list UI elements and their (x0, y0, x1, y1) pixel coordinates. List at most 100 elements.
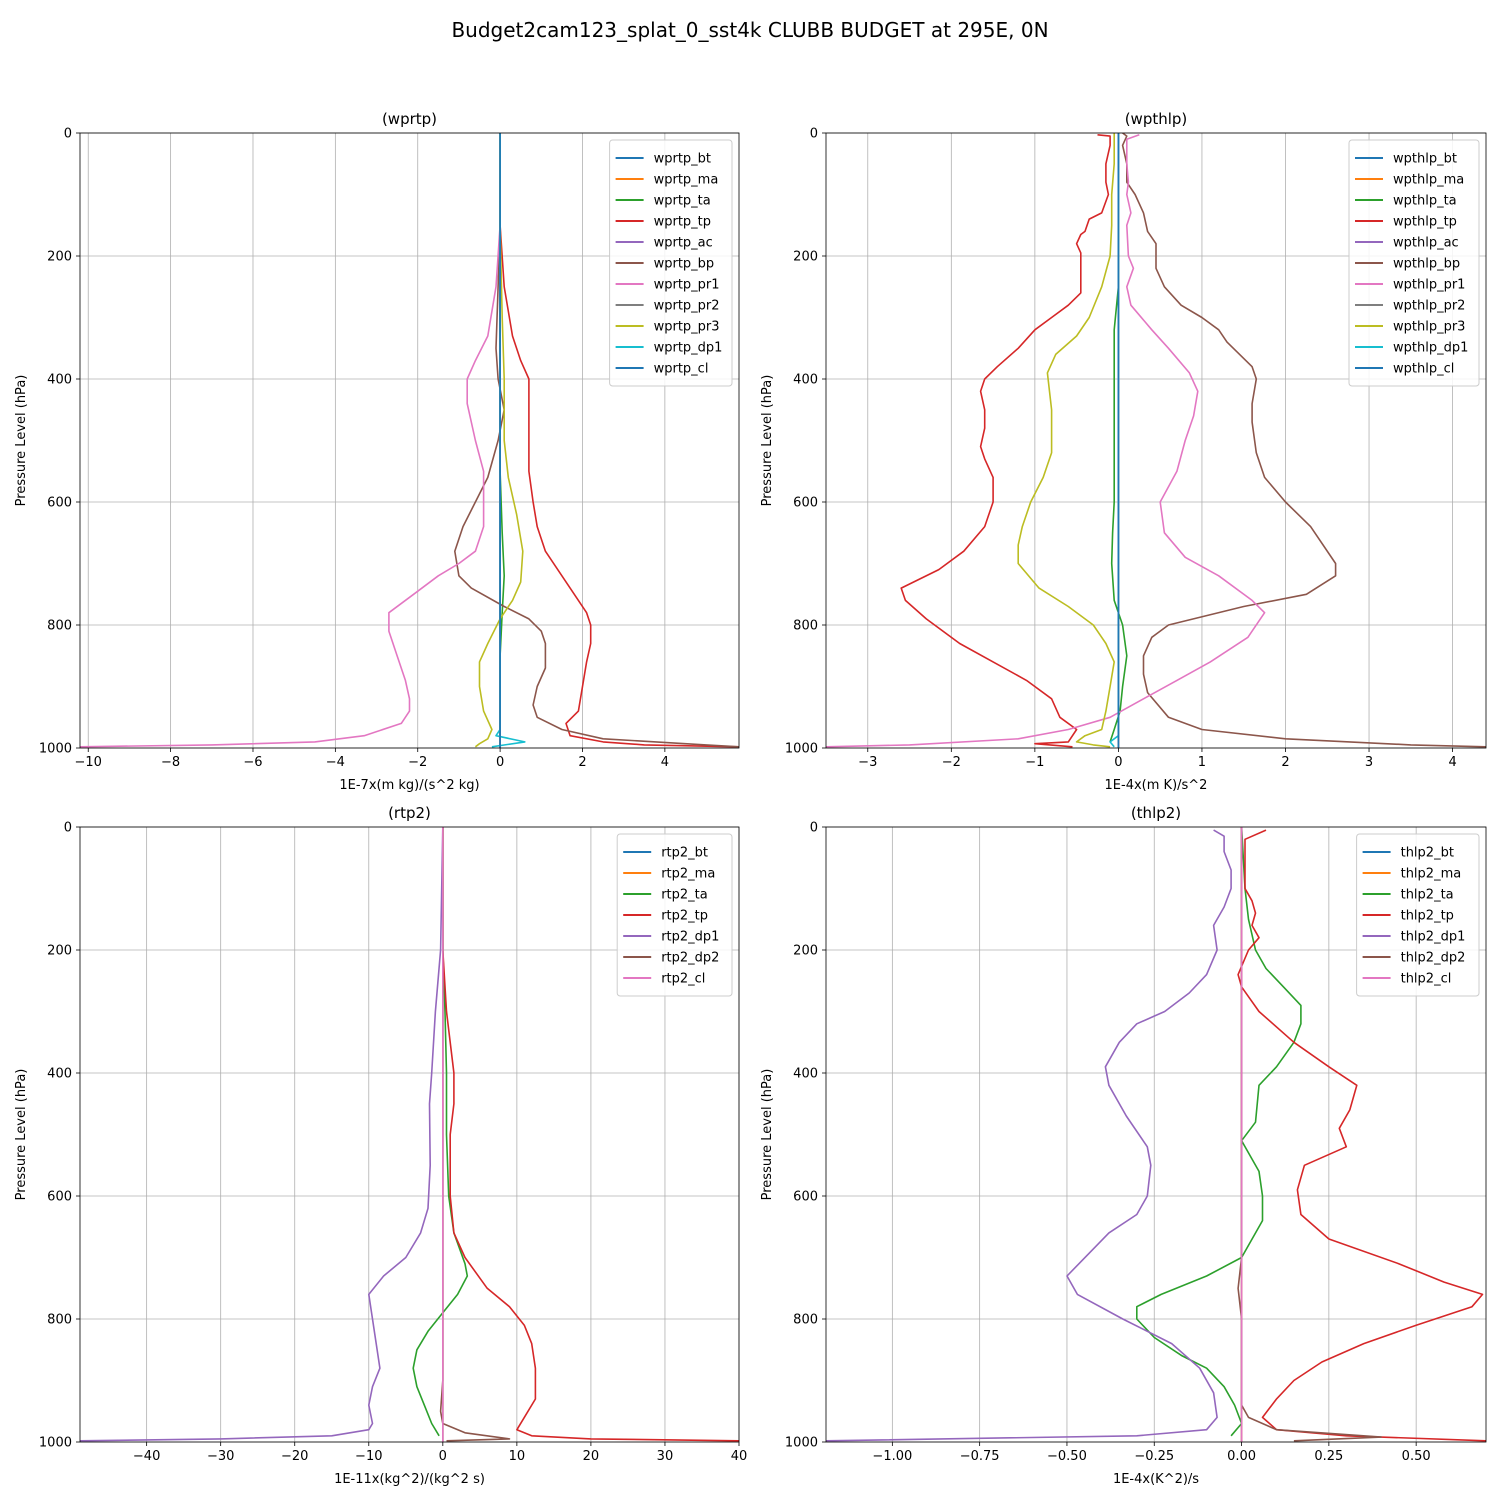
x-axis-label: 1E-7x(m kg)/(s^2 kg) (339, 778, 479, 793)
series-line-wpthlp_pr1 (826, 134, 1266, 748)
panel-title: (wprtp) (382, 110, 437, 128)
panel-title: (thlp2) (1131, 804, 1181, 822)
series-line-wpthlp_ta (1109, 133, 1128, 743)
y-axis-label: Pressure Level (hPa) (14, 1069, 29, 1201)
y-tick-label: 1000 (39, 742, 72, 757)
y-tick-label: 0 (810, 127, 818, 142)
y-tick-label: 1000 (39, 1436, 72, 1451)
legend-label-wprtp_dp1: wprtp_dp1 (654, 341, 723, 356)
legend-label-rtp2_ta: rtp2_ta (661, 888, 708, 903)
legend-label-wpthlp_bt: wpthlp_bt (1393, 152, 1457, 167)
legend-label-wpthlp_ma: wpthlp_ma (1393, 173, 1464, 188)
legend-label-rtp2_ma: rtp2_ma (661, 867, 715, 882)
series-line-wprtp_bp (453, 133, 739, 748)
legend-label-wpthlp_bp: wpthlp_bp (1393, 257, 1460, 272)
plot-frame (79, 132, 740, 749)
x-axis-label: 1E-4x(K^2)/s (1113, 1472, 1199, 1487)
x-tick-label: −40 (133, 1449, 160, 1464)
series-line-rtp2_ta (412, 827, 469, 1437)
x-tick-label: 3 (1365, 755, 1373, 770)
legend-label-wprtp_pr2: wprtp_pr2 (654, 299, 720, 314)
series-line-wprtp_pr1 (80, 133, 501, 748)
y-tick-label: 0 (64, 821, 72, 836)
panel-title: (wpthlp) (1125, 110, 1188, 128)
legend-label-rtp2_bt: rtp2_bt (661, 846, 708, 861)
series-line-wprtp_pr3 (474, 133, 524, 748)
y-tick-label: 0 (64, 127, 72, 142)
y-tick-label: 800 (793, 619, 818, 634)
legend-label-thlp2_tp: thlp2_tp (1401, 909, 1454, 924)
figure-title: Budget2cam123_splat_0_sst4k CLUBB BUDGET… (451, 18, 1048, 42)
y-tick-label: 800 (793, 1313, 818, 1328)
legend-label-thlp2_dp1: thlp2_dp1 (1401, 930, 1466, 945)
y-tick-label: 1000 (785, 742, 818, 757)
legend: thlp2_bt thlp2_ma thlp2_ta thlp2_tp thlp2_dp… (1356, 833, 1480, 997)
legend-label-thlp2_ma: thlp2_ma (1401, 867, 1462, 882)
legend-label-wpthlp_pr3: wpthlp_pr3 (1393, 320, 1465, 335)
x-tick-label: −20 (281, 1449, 308, 1464)
x-tick-label: −0.75 (960, 1449, 1000, 1464)
y-tick-label: 400 (793, 1067, 818, 1082)
y-axis-label: Pressure Level (hPa) (760, 1069, 775, 1201)
legend-label-wprtp_ac: wprtp_ac (654, 236, 713, 251)
legend-box (1356, 833, 1480, 997)
y-tick-label: 200 (793, 250, 818, 265)
x-tick-label: −10 (75, 755, 102, 770)
y-tick-label: 600 (793, 496, 818, 511)
legend: rtp2_bt rtp2_ma rtp2_ta rtp2_tp rtp2_dp1 rtp2… (616, 833, 733, 997)
series-line-wpthlp_bp (1121, 133, 1486, 748)
legend-label-wprtp_tp: wprtp_tp (654, 215, 711, 230)
series-group (826, 133, 1486, 748)
series-line-thlp2_tp (1237, 829, 1486, 1442)
x-tick-label: 2 (578, 755, 586, 770)
x-tick-label: −8 (161, 755, 180, 770)
legend-label-wpthlp_pr2: wpthlp_pr2 (1393, 299, 1465, 314)
x-tick-label: 10 (509, 1449, 526, 1464)
legend-label-rtp2_dp1: rtp2_dp1 (661, 930, 719, 945)
plot-frame (79, 826, 740, 1443)
series-line-wpthlp_tp (900, 134, 1111, 748)
legend-label-thlp2_bt: thlp2_bt (1401, 846, 1454, 861)
legend-label-wprtp_pr1: wprtp_pr1 (654, 278, 720, 293)
y-tick-label: 200 (47, 250, 72, 265)
legend-label-thlp2_cl: thlp2_cl (1401, 972, 1452, 987)
x-tick-label: 0 (1114, 755, 1122, 770)
x-tick-label: −10 (355, 1449, 382, 1464)
legend-label-wprtp_ma: wprtp_ma (654, 173, 719, 188)
x-axis-label: 1E-11x(kg^2)/(kg^2 s) (334, 1472, 485, 1487)
x-tick-label: −0.50 (1047, 1449, 1087, 1464)
series-group (80, 827, 739, 1442)
plot-frame (825, 826, 1487, 1443)
legend-label-wprtp_ta: wprtp_ta (654, 194, 711, 209)
legend-label-wpthlp_pr1: wpthlp_pr1 (1393, 278, 1465, 293)
x-tick-label: −2 (942, 755, 961, 770)
legend-box (1348, 139, 1480, 387)
legend-label-wprtp_cl: wprtp_cl (654, 362, 709, 377)
y-tick-label: 400 (793, 373, 818, 388)
legend-label-wprtp_bt: wprtp_bt (654, 152, 711, 167)
x-tick-label: 0.25 (1314, 1449, 1343, 1464)
legend-label-rtp2_dp2: rtp2_dp2 (661, 951, 719, 966)
legend-label-rtp2_cl: rtp2_cl (661, 972, 705, 987)
series-group (826, 827, 1486, 1442)
legend-label-wpthlp_dp1: wpthlp_dp1 (1393, 341, 1468, 356)
x-tick-label: −1.00 (872, 1449, 912, 1464)
x-tick-label: 4 (661, 755, 669, 770)
x-tick-label: −1 (1025, 755, 1044, 770)
y-tick-label: 400 (47, 373, 72, 388)
y-tick-label: 800 (47, 619, 72, 634)
panels: −10 −8 −6 −4 −2 0 2 402004006008001000(wprtp)1E… (14, 110, 1487, 1487)
y-axis-label: Pressure Level (hPa) (14, 375, 29, 507)
series-line-rtp2_tp (441, 827, 739, 1442)
x-tick-label: −2 (408, 755, 427, 770)
x-tick-label: 0 (439, 1449, 447, 1464)
x-tick-label: 0.00 (1227, 1449, 1256, 1464)
y-tick-label: 800 (47, 1313, 72, 1328)
plot-frame (825, 132, 1487, 749)
x-tick-label: 0 (496, 755, 504, 770)
panel-1: −10 −8 −6 −4 −2 0 2 4 0 200 400 600 800 1000 (wprtp) 1E… (14, 110, 740, 793)
legend-label-wpthlp_tp: wpthlp_tp (1393, 215, 1457, 230)
y-tick-label: 600 (47, 1190, 72, 1205)
x-tick-label: 30 (657, 1449, 674, 1464)
